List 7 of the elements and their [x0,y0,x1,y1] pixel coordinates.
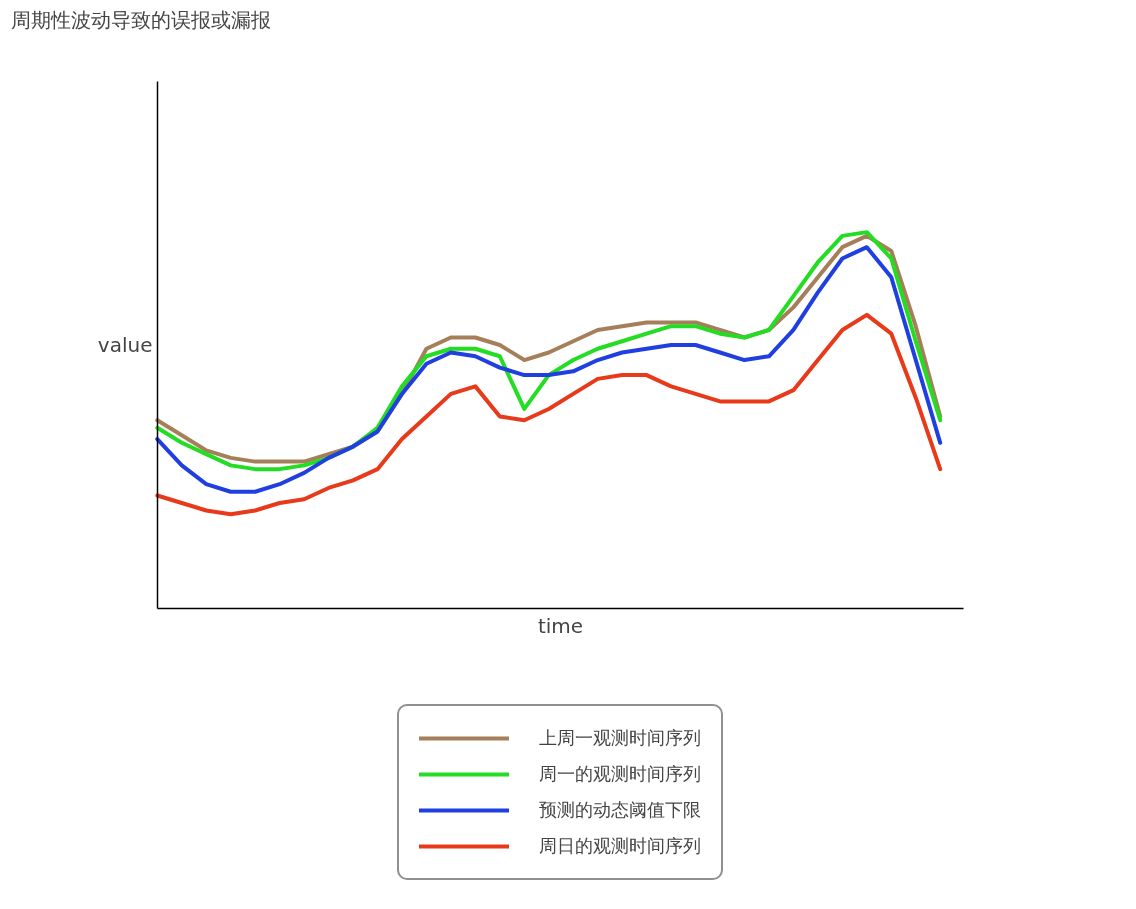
chart-title: 周期性波动导致的误报或漏报 [10,7,271,32]
y-axis-title: value [97,333,153,357]
legend-label: 周一的观测时间序列 [539,762,701,786]
legend-label: 周日的观测时间序列 [539,834,701,858]
x-axis-title: time [537,613,584,638]
legend-label: 预测的动态阈值下限 [539,798,701,822]
legend-label: 上周一观测时间序列 [539,726,701,750]
